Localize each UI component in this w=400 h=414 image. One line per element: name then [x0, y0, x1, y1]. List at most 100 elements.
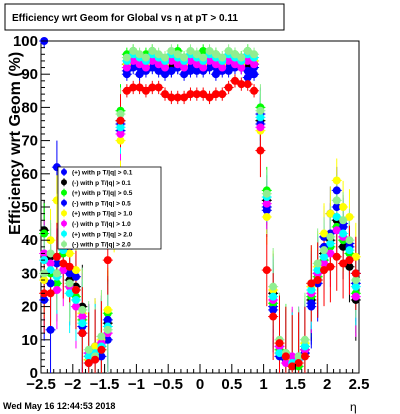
data-point [326, 209, 335, 218]
data-point [103, 315, 112, 324]
data-point [320, 246, 329, 255]
data-point [167, 93, 176, 102]
data-point [71, 286, 80, 294]
data-point [332, 212, 341, 221]
data-point [59, 266, 68, 275]
data-point [141, 53, 150, 62]
series-8 [40, 76, 360, 371]
data-point [173, 93, 182, 102]
legend-marker [61, 169, 67, 175]
footer-timestamp: Wed May 16 12:44:53 2018 [3, 401, 115, 411]
data-point [46, 289, 55, 298]
data-point [262, 199, 271, 208]
data-point [326, 232, 335, 241]
data-point [173, 50, 182, 59]
data-point [326, 262, 335, 271]
legend-marker [61, 210, 67, 217]
legend-label: (-) with p T/|q| > 0.1 [72, 180, 131, 187]
data-point [332, 203, 341, 211]
data-point [116, 136, 125, 145]
data-point [326, 249, 335, 258]
data-point [180, 70, 189, 79]
legend-entry: (-) with p T/|q| > 0.5 [61, 198, 131, 207]
chart-title-box: Efficiency wrt Geom for Global vs η at p… [4, 3, 285, 31]
data-point [192, 66, 201, 75]
y-tick-label: 40 [21, 232, 38, 249]
data-point [288, 362, 297, 371]
data-point [243, 73, 252, 82]
data-point [154, 50, 163, 59]
data-point [78, 329, 87, 338]
x-tick-label: 0 [196, 376, 204, 393]
data-point [351, 252, 360, 261]
data-point [84, 359, 93, 368]
data-point [256, 106, 265, 115]
data-point [192, 90, 201, 99]
data-point [351, 292, 360, 301]
legend-label: (+) with p T/|q| > 0.1 [72, 170, 133, 177]
data-point [332, 196, 341, 205]
data-point [300, 342, 309, 351]
data-point [141, 63, 150, 72]
legend-marker [61, 230, 67, 237]
x-tick-label: −2 [64, 376, 81, 393]
data-point [52, 286, 61, 294]
data-point [78, 312, 87, 321]
data-point [52, 252, 61, 261]
data-point [154, 83, 163, 92]
y-tick-label: 90 [21, 66, 38, 83]
data-point [345, 212, 354, 221]
data-point [186, 90, 195, 99]
x-tick-label: 0.5 [221, 376, 242, 393]
data-point [116, 116, 125, 125]
data-point [339, 242, 348, 251]
data-point [199, 46, 208, 55]
data-point [186, 56, 195, 65]
data-point [167, 56, 176, 65]
data-point [84, 345, 93, 354]
data-point [243, 46, 252, 55]
data-point [339, 259, 348, 268]
data-point [237, 80, 246, 89]
data-point [46, 279, 55, 288]
data-point [116, 129, 125, 138]
data-point [211, 60, 220, 69]
data-point [332, 226, 341, 235]
x-tick-label: 1 [259, 376, 267, 393]
y-tick-label: 60 [21, 166, 38, 183]
data-point [230, 60, 239, 69]
y-tick-label: 0 [30, 365, 38, 382]
data-point [59, 259, 68, 268]
data-point [97, 345, 106, 354]
data-point [148, 83, 157, 92]
data-point [173, 60, 182, 69]
data-point [351, 276, 360, 285]
data-point [46, 249, 55, 258]
legend-entry: (-) with p T/|q| > 2.0 [61, 240, 131, 249]
data-point [256, 146, 265, 155]
data-point [46, 259, 55, 268]
data-point [154, 66, 163, 75]
data-point [339, 229, 348, 238]
data-point [65, 249, 74, 258]
data-point [275, 349, 284, 358]
data-point [97, 332, 106, 341]
data-point [320, 266, 329, 275]
data-point [46, 325, 55, 334]
data-point [167, 46, 176, 55]
data-point [103, 335, 112, 344]
data-point [243, 66, 252, 75]
data-point [250, 50, 259, 59]
data-point [91, 355, 100, 364]
y-tick-label: 80 [21, 99, 38, 116]
legend: (+) with p T/|q| > 0.1 (-) with p T/|q| >… [57, 166, 162, 250]
data-point [205, 46, 214, 55]
data-point [332, 186, 341, 195]
legend-marker [61, 189, 67, 196]
legend-entry: (+) with p T/|q| > 1.0 [61, 209, 133, 218]
data-point [103, 305, 112, 314]
data-point [224, 63, 233, 72]
legend-marker [61, 220, 67, 227]
data-point [122, 53, 131, 62]
data-point [224, 83, 233, 92]
